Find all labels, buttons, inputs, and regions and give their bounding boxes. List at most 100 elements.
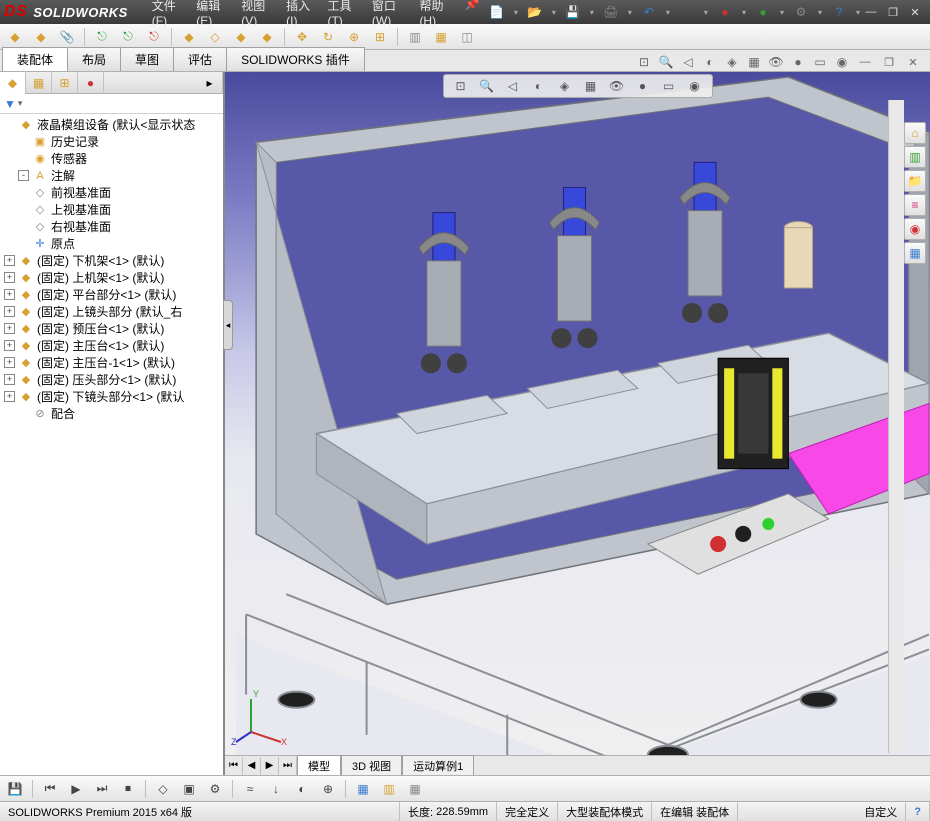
- tab-nav-first[interactable]: ⏮: [225, 757, 243, 775]
- motor-icon[interactable]: ⚙: [204, 778, 226, 800]
- result-icon[interactable]: ▦: [352, 778, 374, 800]
- open-icon[interactable]: 📂: [524, 1, 546, 23]
- spring-icon[interactable]: ≈: [239, 778, 261, 800]
- render-icon[interactable]: ◉: [832, 53, 852, 71]
- capture-icon[interactable]: ▣: [178, 778, 200, 800]
- options-icon[interactable]: ⚙: [790, 1, 812, 23]
- tree-filter[interactable]: ▼ ▾: [0, 94, 223, 114]
- tree-sensors[interactable]: ◉传感器: [0, 150, 223, 167]
- rotate-icon[interactable]: ↻: [317, 26, 339, 48]
- gravity-icon[interactable]: ⊕: [317, 778, 339, 800]
- expand-icon[interactable]: +: [4, 323, 15, 334]
- vp-appearance-icon[interactable]: ●: [632, 75, 654, 97]
- home-icon[interactable]: ⌂: [904, 122, 926, 144]
- vp-section-icon[interactable]: ◐: [528, 75, 550, 97]
- display-style-icon[interactable]: ▦: [744, 53, 764, 71]
- vp-hide-show-icon[interactable]: 👁: [606, 75, 628, 97]
- scene-icon[interactable]: ▭: [810, 53, 830, 71]
- new-asm-icon[interactable]: ◆: [230, 26, 252, 48]
- hide-show-icon[interactable]: 👁: [766, 53, 786, 71]
- vp-view-orient-icon[interactable]: ◈: [554, 75, 576, 97]
- tree-plane-0[interactable]: ◇前视基准面: [0, 184, 223, 201]
- config-mgr-icon[interactable]: ⊞: [52, 72, 78, 94]
- expand-icon[interactable]: +: [4, 272, 15, 283]
- doc-close-button[interactable]: ✕: [902, 54, 924, 70]
- folder-icon[interactable]: 📁: [904, 170, 926, 192]
- link2-icon[interactable]: ⎋: [117, 26, 139, 48]
- side-tab-more-icon[interactable]: ▸: [197, 72, 223, 94]
- vp-prev-view-icon[interactable]: ◁: [502, 75, 524, 97]
- tree-history[interactable]: ▣历史记录: [0, 133, 223, 150]
- new-icon[interactable]: 📄: [486, 1, 508, 23]
- zoom-fit-icon[interactable]: ⊡: [634, 53, 654, 71]
- tab-布局[interactable]: 布局: [67, 47, 121, 71]
- tree-component-4[interactable]: +◆(固定) 预压台<1> (默认): [0, 320, 223, 337]
- vp-scene-icon[interactable]: ▭: [658, 75, 680, 97]
- appearance-icon[interactable]: ●: [788, 53, 808, 71]
- zoom-area-icon[interactable]: 🔍: [656, 53, 676, 71]
- pattern-icon[interactable]: ⊞: [369, 26, 391, 48]
- anim-fwd-icon[interactable]: ⏭: [91, 778, 113, 800]
- tree-root[interactable]: ◆液晶模组设备 (默认<显示状态: [0, 116, 223, 133]
- graph-icon[interactable]: ▥: [378, 778, 400, 800]
- vp-zoom-area-icon[interactable]: 🔍: [476, 75, 498, 97]
- layers-icon[interactable]: ≡: [904, 194, 926, 216]
- tab-nav-next[interactable]: ▶: [261, 757, 279, 775]
- motion-tab-模型[interactable]: 模型: [297, 755, 341, 776]
- mate-icon[interactable]: ◆: [256, 26, 278, 48]
- graphics-viewport[interactable]: ⊡🔍◁◐◈▦👁●▭◉: [225, 72, 930, 775]
- rebuild-red-icon[interactable]: ●: [714, 1, 736, 23]
- status-help-icon[interactable]: ?: [906, 802, 930, 821]
- view-orient-icon[interactable]: ◈: [722, 53, 742, 71]
- expand-icon[interactable]: +: [4, 391, 15, 402]
- motion-tab-3D 视图[interactable]: 3D 视图: [341, 755, 402, 776]
- appearance-mgr-icon[interactable]: ●: [78, 72, 104, 94]
- tab-SOLIDWORKS 插件[interactable]: SOLIDWORKS 插件: [226, 47, 365, 71]
- tab-nav-prev[interactable]: ◀: [243, 757, 261, 775]
- close-button[interactable]: ✕: [904, 4, 926, 20]
- help-icon[interactable]: ?: [828, 1, 850, 23]
- tree-component-5[interactable]: +◆(固定) 主压台<1> (默认): [0, 337, 223, 354]
- color-icon[interactable]: ◉: [904, 218, 926, 240]
- force-icon[interactable]: ↓: [265, 778, 287, 800]
- vp-display-style-icon[interactable]: ▦: [580, 75, 602, 97]
- tab-评估[interactable]: 评估: [173, 47, 227, 71]
- print-icon[interactable]: 🖨: [600, 1, 622, 23]
- tree-annotations[interactable]: -A注解: [0, 167, 223, 184]
- tree-component-3[interactable]: +◆(固定) 上镜头部分 (默认_右: [0, 303, 223, 320]
- tab-装配体[interactable]: 装配体: [2, 47, 68, 71]
- explode-icon[interactable]: ◇: [204, 26, 226, 48]
- expand-icon[interactable]: +: [4, 374, 15, 385]
- tree-component-7[interactable]: +◆(固定) 压头部分<1> (默认): [0, 371, 223, 388]
- calc-icon[interactable]: ▦: [404, 778, 426, 800]
- tree-component-1[interactable]: +◆(固定) 上机架<1> (默认): [0, 269, 223, 286]
- expand-icon[interactable]: +: [4, 255, 15, 266]
- sidebar-collapse-handle[interactable]: ◂: [223, 300, 233, 350]
- tree-component-6[interactable]: +◆(固定) 主压台-1<1> (默认): [0, 354, 223, 371]
- tree-origin[interactable]: ✛原点: [0, 235, 223, 252]
- unlink-icon[interactable]: ⎋: [143, 26, 165, 48]
- ref-icon[interactable]: ◫: [456, 26, 478, 48]
- move-icon[interactable]: ✥: [291, 26, 313, 48]
- anim-back-icon[interactable]: ⏮: [39, 778, 61, 800]
- expand-icon[interactable]: +: [4, 340, 15, 351]
- feature-tree[interactable]: ◆液晶模组设备 (默认<显示状态▣历史记录◉传感器-A注解◇前视基准面◇上视基准…: [0, 114, 223, 775]
- section-icon[interactable]: ◐: [700, 53, 720, 71]
- status-custom[interactable]: 自定义: [856, 802, 906, 821]
- orientation-triad[interactable]: Y X Z: [231, 687, 291, 747]
- maximize-button[interactable]: ❐: [882, 4, 904, 20]
- link-icon[interactable]: ⎋: [91, 26, 113, 48]
- select-icon[interactable]: ▭: [676, 1, 698, 23]
- tree-component-2[interactable]: +◆(固定) 平台部分<1> (默认): [0, 286, 223, 303]
- tree-component-8[interactable]: +◆(固定) 下镜头部分<1> (默认: [0, 388, 223, 405]
- clip-icon[interactable]: 📎: [56, 26, 78, 48]
- bom-icon[interactable]: ▦: [430, 26, 452, 48]
- expand-icon[interactable]: -: [18, 170, 29, 181]
- anim-play-icon[interactable]: ▶: [65, 778, 87, 800]
- prev-view-icon[interactable]: ◁: [678, 53, 698, 71]
- insert-comp-icon[interactable]: ◆: [30, 26, 52, 48]
- feature-tree-icon[interactable]: ◆: [0, 72, 26, 94]
- key-icon[interactable]: ◇: [152, 778, 174, 800]
- tree-component-0[interactable]: +◆(固定) 下机架<1> (默认): [0, 252, 223, 269]
- expand-icon[interactable]: +: [4, 289, 15, 300]
